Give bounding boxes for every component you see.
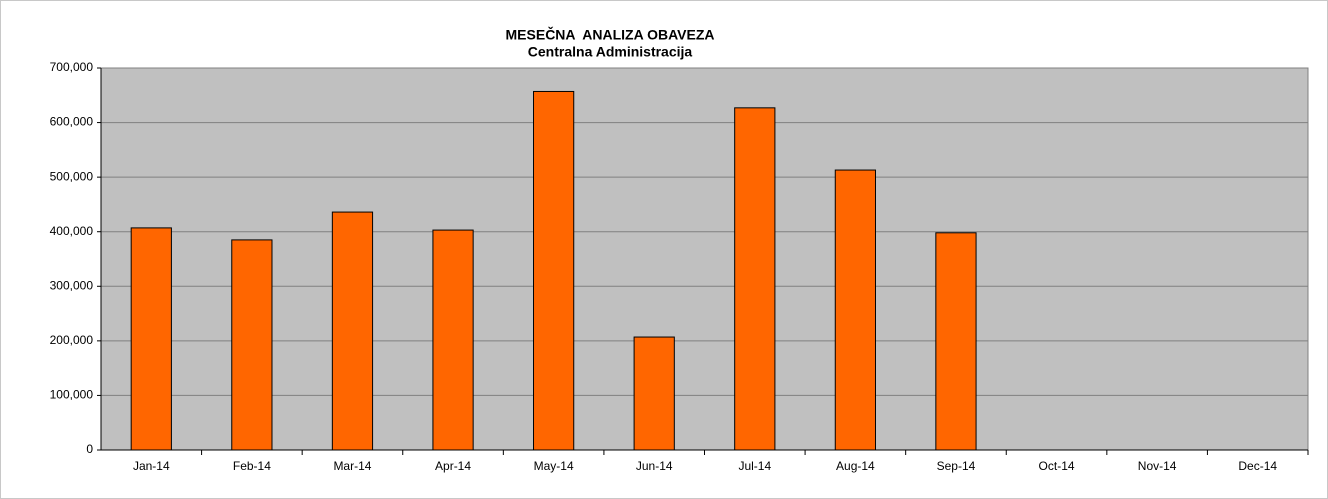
bar (633, 336, 675, 451)
x-tick-label: Apr-14 (435, 459, 471, 473)
bar (130, 227, 172, 451)
x-tick-label: Feb-14 (233, 459, 271, 473)
bar (331, 211, 374, 451)
x-tick-label: Jun-14 (636, 459, 673, 473)
y-tick-label: 500,000 (50, 169, 94, 183)
chart-subtitle: Centralna Administracija (528, 44, 693, 60)
x-tick-label: Oct-14 (1039, 459, 1075, 473)
x-tick-label: Mar-14 (333, 459, 371, 473)
y-tick-label: 700,000 (50, 60, 94, 74)
x-tick-label: Jul-14 (738, 459, 771, 473)
bar (533, 90, 575, 451)
bar (935, 232, 977, 451)
bar (734, 107, 776, 451)
y-tick-label: 0 (86, 442, 93, 456)
y-tick-label: 100,000 (50, 388, 94, 402)
x-tick-label: Nov-14 (1138, 459, 1177, 473)
bar (231, 239, 273, 451)
bar (834, 169, 876, 451)
y-tick-label: 600,000 (50, 115, 94, 129)
y-tick-label: 200,000 (50, 333, 94, 347)
x-tick-label: Aug-14 (836, 459, 875, 473)
x-tick-label: May-14 (534, 459, 574, 473)
chart-title: MESEČNA ANALIZA OBAVEZA (506, 26, 715, 43)
bar (432, 229, 474, 451)
x-tick-label: Dec-14 (1238, 459, 1277, 473)
x-tick-label: Jan-14 (133, 459, 170, 473)
x-tick-label: Sep-14 (937, 459, 976, 473)
plot-area (100, 67, 1309, 451)
y-tick-label: 300,000 (50, 278, 94, 292)
y-tick-label: 400,000 (50, 224, 94, 238)
